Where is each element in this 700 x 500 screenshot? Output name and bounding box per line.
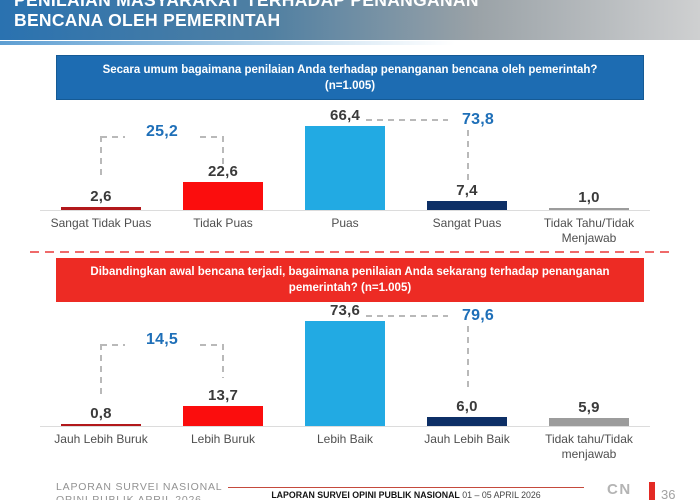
bar-column: 2,6 <box>40 188 162 210</box>
footer-red-rule <box>228 487 584 488</box>
header-accent-strip <box>0 41 700 45</box>
bar-column: 13,7 <box>162 387 284 426</box>
bar-value-label: 22,6 <box>208 163 238 180</box>
bar-lebih-baik <box>305 321 385 426</box>
category-label: Jauh Lebih Buruk <box>54 432 148 446</box>
chart-comparison: 0,8 13,7 73,6 6,0 5,9 Jauh Lebih Buruk <box>0 302 700 466</box>
bar-value-label: 1,0 <box>578 189 600 206</box>
slide-title-line2: BENCANA OLEH PEMERINTAH <box>14 10 281 30</box>
bar-value-label: 6,0 <box>456 398 478 415</box>
category-label: Tidak Tahu/Tidak Menjawab <box>543 216 635 245</box>
bracket-dash-line <box>366 315 450 317</box>
bar-puas <box>305 126 385 210</box>
category-label: Sangat Tidak Puas <box>50 216 152 230</box>
bar-value-label: 5,9 <box>578 399 600 416</box>
page-number: 36 <box>661 487 676 500</box>
bracket-dash-line <box>467 130 469 185</box>
chart-1-plot-area: 2,6 22,6 66,4 7,4 1,0 <box>40 102 650 211</box>
category-label: Jauh Lebih Baik <box>424 432 510 446</box>
category-label: Tidak tahu/Tidak menjawab <box>545 432 633 461</box>
footer-survey-date: 01 – 05 APRIL 2026 <box>459 490 541 500</box>
logo-caption: CYRUSNETWORK <box>597 496 642 500</box>
bracket-dash-line <box>222 344 224 378</box>
bar-column: 1,0 <box>528 189 650 210</box>
logo-monogram: CN <box>607 481 632 498</box>
bar-column: 73,6 <box>284 302 406 426</box>
footer-survey-label: LAPORAN SURVEI OPINI PUBLIK NASIONAL <box>271 490 460 500</box>
question-1-text: Secara umum bagaimana penilaian Anda ter… <box>102 63 598 76</box>
bar-column: 6,0 <box>406 398 528 426</box>
bar-tidak-tahu <box>549 418 629 426</box>
slide-title-line1: PENILAIAN MASYARAKAT TERHADAP PENANGANAN <box>14 0 479 10</box>
bracket-dash-line <box>366 119 450 121</box>
bracket-dash-line <box>467 326 469 392</box>
cyrus-network-logo: CN CYRUSNETWORK <box>597 481 642 500</box>
question-banner-2: Dibandingkan awal bencana terjadi, bagai… <box>56 258 644 302</box>
bracket-dash-line <box>222 136 224 164</box>
footer-report-name: LAPORAN SURVEI NASIONAL OPINI PUBLIK APR… <box>56 481 222 500</box>
aggregate-label-positive: 79,6 <box>448 307 508 325</box>
aggregate-label-positive: 73,8 <box>448 111 508 129</box>
bar-value-label: 7,4 <box>456 182 478 199</box>
bar-tidak-puas <box>183 182 263 210</box>
chart-2-category-axis: Jauh Lebih Buruk Lebih Buruk Lebih Baik … <box>40 432 650 462</box>
question-2-sample-size: pemerintah? (n=1.005) <box>288 282 412 294</box>
category-label: Lebih Baik <box>316 432 374 446</box>
bar-column: 7,4 <box>406 182 528 210</box>
question-1-sample-size: (n=1.005) <box>324 79 376 92</box>
bar-lebih-buruk <box>183 406 263 426</box>
bracket-dash-line <box>100 136 102 180</box>
category-label: Puas <box>331 216 359 230</box>
chart-2-plot-area: 0,8 13,7 73,6 6,0 5,9 <box>40 302 650 427</box>
category-label: Tidak Puas <box>193 216 253 230</box>
slide-header: PENILAIAN MASYARAKAT TERHADAP PENANGANAN… <box>0 0 700 40</box>
bar-jauh-lebih-buruk <box>61 424 141 426</box>
bar-column: 22,6 <box>162 163 284 210</box>
bar-value-label: 0,8 <box>90 405 112 422</box>
footer-survey-caption: LAPORAN SURVEI OPINI PUBLIK NASIONAL 01 … <box>228 490 584 500</box>
bar-column: 0,8 <box>40 405 162 426</box>
slide-title: PENILAIAN MASYARAKAT TERHADAP PENANGANAN… <box>0 0 700 30</box>
bar-value-label: 13,7 <box>208 387 238 404</box>
bar-value-label: 2,6 <box>90 188 112 205</box>
category-label: Sangat Puas <box>432 216 502 230</box>
bar-value-label: 73,6 <box>330 302 360 319</box>
bar-sangat-puas <box>427 201 507 210</box>
bar-column: 5,9 <box>528 399 650 426</box>
category-label: Lebih Buruk <box>190 432 256 446</box>
chart-satisfaction: 2,6 22,6 66,4 7,4 1,0 Sangat Tidak Puas <box>0 102 700 248</box>
bar-value-label: 66,4 <box>330 107 360 124</box>
aggregate-label-negative: 25,2 <box>125 123 199 141</box>
bar-sangat-tidak-puas <box>61 207 141 210</box>
question-banner-1: Secara umum bagaimana penilaian Anda ter… <box>56 55 644 100</box>
bar-column: 66,4 <box>284 107 406 210</box>
bar-jauh-lebih-baik <box>427 417 507 426</box>
red-dashed-separator <box>30 251 672 253</box>
footer-report-line1: LAPORAN SURVEI NASIONAL <box>56 481 223 493</box>
aggregate-label-negative: 14,5 <box>125 331 199 349</box>
question-2-text: Dibandingkan awal bencana terjadi, bagai… <box>90 266 610 278</box>
bracket-dash-line <box>100 344 102 398</box>
page-number-red-tab <box>649 482 655 500</box>
chart-1-category-axis: Sangat Tidak Puas Tidak Puas Puas Sangat… <box>40 216 650 246</box>
bar-tidak-tahu <box>549 208 629 210</box>
footer-report-line2: OPINI PUBLIK APRIL 2026 <box>56 494 202 500</box>
